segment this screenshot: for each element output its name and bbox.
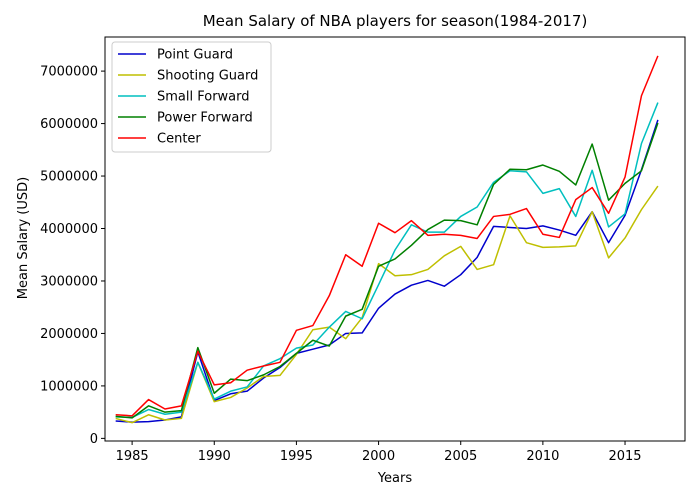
y-tick-label: 2000000	[40, 327, 98, 342]
y-tick-label: 1000000	[40, 379, 98, 394]
y-tick-label: 4000000	[40, 222, 98, 237]
x-tick-label: 2010	[526, 449, 559, 464]
series-layer	[115, 55, 659, 424]
series-line-shooting-guard	[115, 185, 659, 424]
y-tick-label: 6000000	[40, 117, 98, 132]
series-line-point-guard	[115, 119, 659, 423]
legend-label-point-guard: Point Guard	[157, 48, 233, 63]
legend-label-shooting-guard: Shooting Guard	[157, 69, 258, 84]
legend-label-center: Center	[157, 132, 201, 147]
x-tick-label: 2015	[608, 449, 641, 464]
chart-title: Mean Salary of NBA players for season(19…	[203, 12, 588, 30]
legend-box	[111, 41, 272, 153]
legend-label-small-forward: Small Forward	[157, 90, 250, 105]
series-line-center	[115, 55, 659, 417]
x-tick-label: 1995	[280, 449, 313, 464]
x-tick-label: 1990	[198, 449, 231, 464]
y-axis-label: Mean Salary (USD)	[16, 177, 31, 299]
series-line-small-forward	[115, 102, 659, 419]
series-line-power-forward	[115, 122, 659, 419]
y-tick-label: 5000000	[40, 170, 98, 185]
x-axis-label: Years	[377, 471, 413, 486]
legend-label-power-forward: Power Forward	[157, 111, 253, 126]
y-tick-label: 7000000	[40, 65, 98, 80]
x-tick-label: 2005	[444, 449, 477, 464]
plot-frame	[104, 36, 686, 442]
legend: Point Guard Shooting Guard Small Forward Po…	[111, 41, 272, 153]
ticks-layer: 1985 1990 1995 2000 2005 2010 2015 0 1000000 2000…	[40, 65, 641, 464]
y-tick-label: 0	[90, 432, 98, 447]
y-tick-label: 3000000	[40, 274, 98, 289]
x-tick-label: 2000	[362, 449, 395, 464]
x-tick-label: 1985	[116, 449, 149, 464]
